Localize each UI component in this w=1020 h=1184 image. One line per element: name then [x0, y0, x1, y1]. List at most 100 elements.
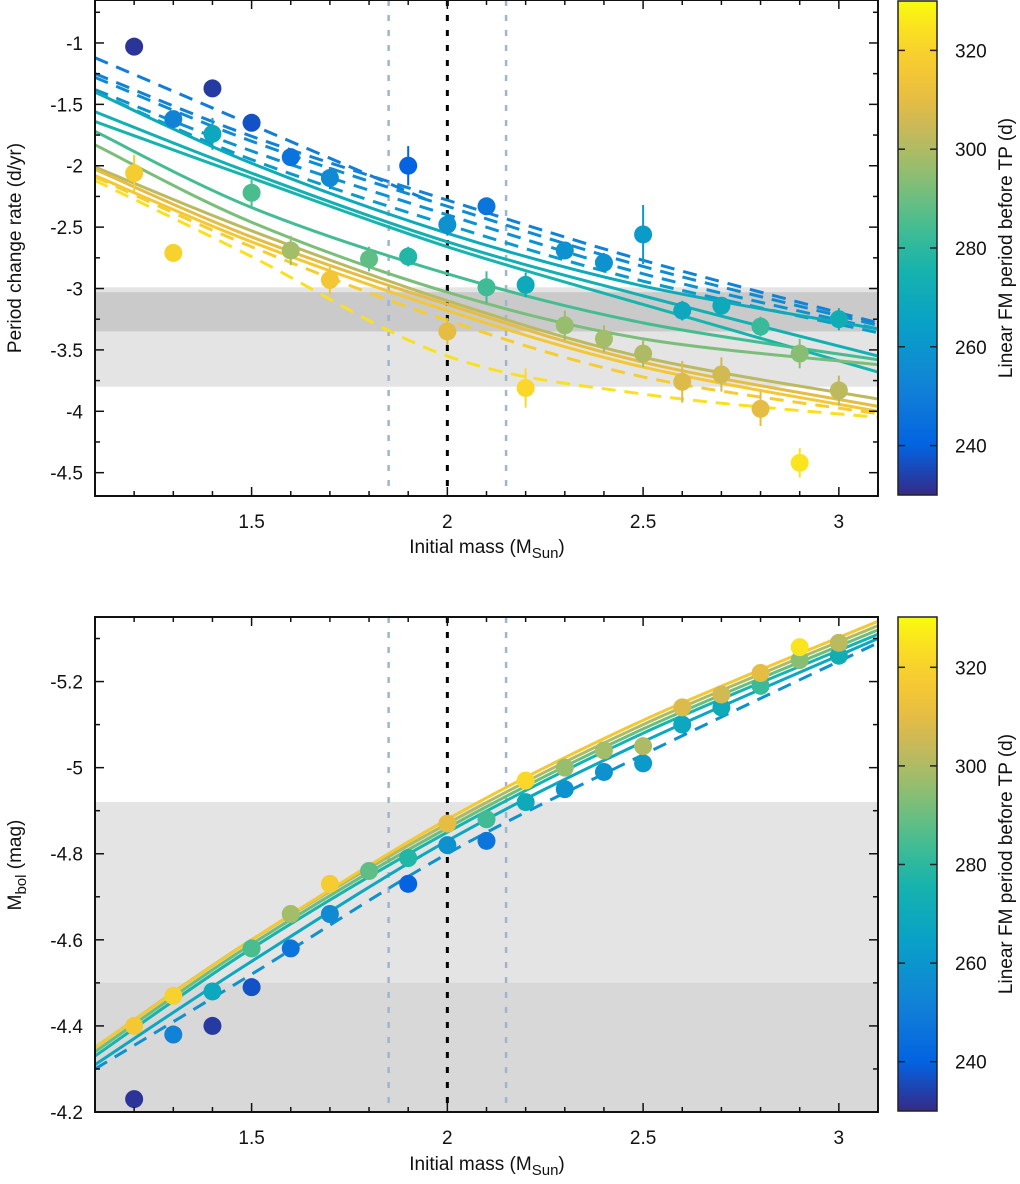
data-marker: [203, 1016, 222, 1035]
x-tick-label: 2.5: [630, 512, 656, 533]
data-point: [673, 300, 692, 321]
data-point: [281, 905, 300, 923]
colorbar-tick-label: 260: [955, 954, 987, 975]
observation-bands: [95, 802, 878, 1112]
model-curve-solid: [95, 143, 878, 367]
data-point: [712, 357, 731, 392]
colorbar-label: Linear FM period before TP (d): [996, 734, 1017, 994]
data-marker: [399, 874, 418, 893]
data-marker: [399, 156, 418, 175]
data-point: [399, 874, 418, 893]
data-marker: [516, 771, 535, 790]
data-point: [477, 271, 496, 304]
data-point: [594, 741, 613, 760]
y-tick-label: -5.2: [50, 673, 83, 694]
data-point: [242, 113, 261, 132]
y-tick-label: -2: [66, 157, 83, 178]
data-point: [125, 37, 144, 56]
data-marker: [555, 758, 574, 777]
data-marker: [203, 124, 222, 143]
data-marker: [790, 638, 809, 657]
data-point: [751, 316, 770, 337]
data-point: [438, 213, 457, 236]
y-tick-label: -4.4: [50, 1017, 83, 1038]
y-tick-label: -2.5: [50, 218, 83, 239]
model-points: [125, 37, 848, 478]
y-tick-label: -4.5: [50, 464, 83, 485]
model-curve-dashed: [95, 75, 878, 327]
data-marker: [320, 905, 339, 923]
data-marker: [555, 780, 574, 799]
data-marker: [125, 1090, 144, 1109]
data-marker: [751, 663, 770, 682]
data-point: [712, 685, 731, 704]
data-marker: [242, 978, 261, 997]
data-point: [751, 676, 770, 695]
y-axis-title: Mbol (mag): [5, 820, 30, 911]
data-point: [829, 308, 848, 331]
data-point: [477, 197, 496, 216]
x-tick-label: 2: [442, 512, 453, 533]
data-point: [164, 243, 183, 262]
x-tick-label: 3: [834, 1128, 845, 1149]
data-marker: [516, 793, 535, 812]
data-point: [516, 368, 535, 408]
data-marker: [673, 372, 692, 391]
data-point: [477, 831, 496, 850]
y-tick-label: -4.6: [50, 931, 83, 952]
data-point: [555, 241, 574, 260]
data-marker: [829, 646, 848, 665]
y-tick-label: -4: [66, 402, 83, 423]
data-marker: [712, 698, 731, 717]
data-marker: [829, 633, 848, 652]
data-point: [203, 1016, 222, 1035]
y-tick-label: -4.8: [50, 845, 83, 866]
data-marker: [673, 301, 692, 320]
data-marker: [555, 241, 574, 260]
data-point: [125, 154, 144, 192]
model-curve-dashed: [95, 641, 878, 1071]
data-point: [281, 148, 300, 167]
colorbar-ticks: 240 260 280 300 320: [898, 658, 987, 1074]
data-marker: [399, 849, 418, 868]
data-point: [790, 448, 809, 478]
data-point: [555, 758, 574, 777]
data-marker: [712, 296, 731, 315]
data-point: [673, 698, 692, 717]
data-marker: [634, 344, 653, 363]
data-point: [477, 810, 496, 829]
data-point: [125, 1090, 144, 1109]
data-point: [673, 715, 692, 734]
data-point: [555, 780, 574, 799]
data-point: [751, 663, 770, 682]
data-marker: [790, 651, 809, 670]
data-marker: [477, 197, 496, 216]
data-marker: [125, 1016, 144, 1035]
data-marker: [790, 453, 809, 472]
data-point: [790, 638, 809, 657]
x-tick-label: 3: [834, 512, 845, 533]
y-tick-label: -3.5: [50, 341, 83, 362]
data-marker: [477, 278, 496, 297]
data-marker: [477, 831, 496, 850]
data-marker: [673, 698, 692, 717]
data-point: [203, 117, 222, 150]
data-marker: [438, 322, 457, 341]
data-marker: [516, 378, 535, 397]
colorbar-ticks: 240 260 280 300 320: [898, 41, 987, 458]
data-marker: [281, 939, 300, 958]
data-marker: [164, 986, 183, 1005]
data-point: [594, 762, 613, 781]
data-marker: [790, 344, 809, 363]
x-tick-label: 1.5: [238, 512, 264, 533]
x-tick-label: 2: [442, 1128, 453, 1149]
y-axis-ticks: -5.2 -5 -4.8 -4.6 -4.4 -4.2: [50, 637, 878, 1124]
data-marker: [438, 215, 457, 234]
bolometric-magnitude-panel: 1.5 2 2.5 3 -5.2 -5 -4.8 -4.6 -4.4 -4.2 Initial …: [5, 616, 879, 1179]
colorbar-tick-label: 320: [955, 658, 987, 679]
model-curve-solid: [95, 110, 878, 358]
data-point: [399, 246, 418, 267]
data-point: [438, 814, 457, 833]
model-points: [125, 633, 848, 1109]
